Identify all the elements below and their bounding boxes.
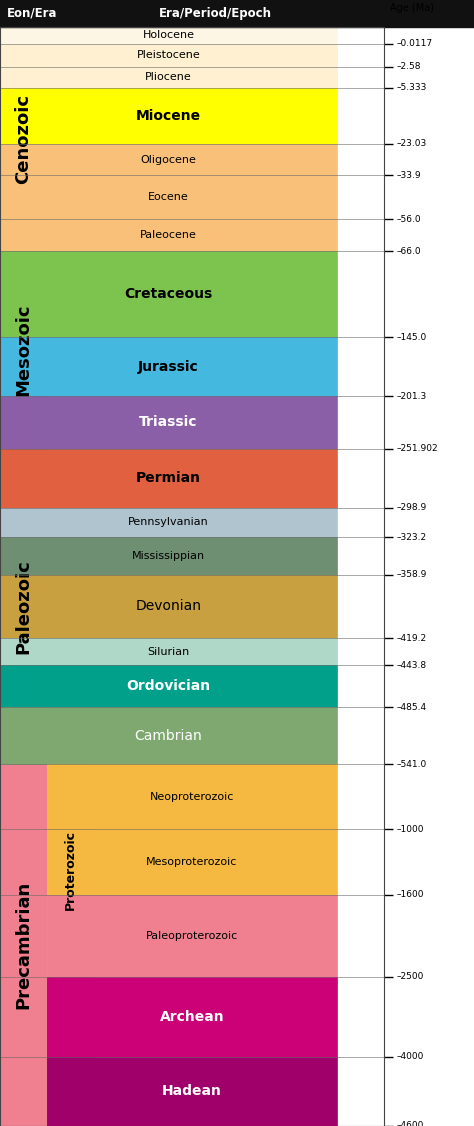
Text: Eocene: Eocene: [148, 193, 189, 203]
Text: –358.9: –358.9: [397, 571, 428, 580]
Text: Era/Period/Epoch: Era/Period/Epoch: [159, 7, 272, 20]
Text: Triassic: Triassic: [139, 415, 198, 429]
Bar: [0, 144, 337, 176]
Text: Cretaceous: Cretaceous: [124, 287, 213, 301]
Text: Paleoproterozoic: Paleoproterozoic: [146, 931, 238, 940]
Bar: [0, 220, 337, 251]
Text: –323.2: –323.2: [397, 533, 427, 542]
Bar: [0, 27, 47, 251]
Text: –56.0: –56.0: [397, 215, 422, 224]
Text: Eon/Era: Eon/Era: [7, 7, 57, 20]
Text: Mesozoic: Mesozoic: [15, 304, 33, 396]
Text: Jurassic: Jurassic: [138, 359, 199, 374]
Bar: [0, 27, 337, 44]
Text: –2.58: –2.58: [397, 62, 421, 71]
Bar: [0, 251, 337, 338]
Text: –419.2: –419.2: [397, 634, 427, 643]
Bar: [47, 765, 337, 830]
Bar: [0, 338, 337, 396]
Bar: [0, 176, 337, 220]
Text: –0.0117: –0.0117: [397, 39, 433, 48]
Bar: [0, 638, 337, 665]
Bar: [0, 88, 337, 144]
Text: Miocene: Miocene: [136, 109, 201, 123]
Bar: [0, 508, 337, 537]
Bar: [47, 1056, 94, 1126]
Bar: [47, 976, 94, 1056]
Bar: [47, 830, 337, 895]
Bar: [0, 396, 337, 449]
Text: Archean: Archean: [160, 1010, 224, 1024]
Bar: [0, 537, 337, 575]
Text: Hadean: Hadean: [162, 1084, 222, 1098]
Bar: [47, 765, 94, 976]
Text: Silurian: Silurian: [147, 646, 190, 656]
Bar: [0, 0, 474, 27]
Text: –66.0: –66.0: [397, 247, 422, 256]
Text: Precambrian: Precambrian: [15, 881, 33, 1009]
Text: Pleistocene: Pleistocene: [137, 51, 201, 61]
Bar: [0, 575, 337, 638]
Text: –201.3: –201.3: [397, 392, 427, 401]
Text: –1600: –1600: [397, 891, 425, 900]
Text: –33.9: –33.9: [397, 171, 422, 180]
Bar: [0, 251, 47, 449]
Text: –4600: –4600: [397, 1121, 424, 1126]
Text: Permian: Permian: [136, 471, 201, 485]
Text: Pennsylvanian: Pennsylvanian: [128, 517, 209, 527]
Text: Mississippian: Mississippian: [132, 551, 205, 561]
Text: –443.8: –443.8: [397, 661, 427, 670]
Text: –23.03: –23.03: [397, 140, 427, 149]
Text: Ordovician: Ordovician: [127, 679, 210, 694]
Text: –541.0: –541.0: [397, 760, 427, 769]
Text: –298.9: –298.9: [397, 503, 427, 512]
Text: Devonian: Devonian: [136, 599, 201, 614]
Text: –2500: –2500: [397, 972, 424, 981]
Text: –145.0: –145.0: [397, 333, 427, 342]
Bar: [47, 1056, 337, 1126]
Text: –1000: –1000: [397, 825, 425, 834]
Text: Paleozoic: Paleozoic: [15, 560, 33, 654]
Text: Mesoproterozoic: Mesoproterozoic: [146, 857, 237, 867]
Text: –251.902: –251.902: [397, 445, 438, 454]
Bar: [47, 895, 337, 976]
Text: Cambrian: Cambrian: [135, 729, 202, 743]
Bar: [47, 976, 337, 1056]
Bar: [0, 27, 384, 1126]
Bar: [0, 449, 47, 765]
Text: Neoproterozoic: Neoproterozoic: [150, 792, 234, 802]
Text: –4000: –4000: [397, 1052, 424, 1061]
Text: Oligocene: Oligocene: [141, 154, 196, 164]
Text: Proterozoic: Proterozoic: [64, 831, 77, 911]
Bar: [0, 707, 337, 765]
Text: Paleocene: Paleocene: [140, 230, 197, 240]
Bar: [0, 449, 337, 508]
Bar: [0, 765, 47, 1126]
Bar: [0, 665, 337, 707]
Text: Cenozoic: Cenozoic: [15, 93, 33, 184]
Text: Pliocene: Pliocene: [145, 72, 192, 82]
Bar: [0, 66, 337, 88]
Bar: [0, 44, 337, 66]
Text: Holocene: Holocene: [143, 30, 194, 41]
Text: Age (Ma): Age (Ma): [390, 2, 434, 12]
Text: –5.333: –5.333: [397, 83, 428, 92]
Text: –485.4: –485.4: [397, 703, 427, 712]
